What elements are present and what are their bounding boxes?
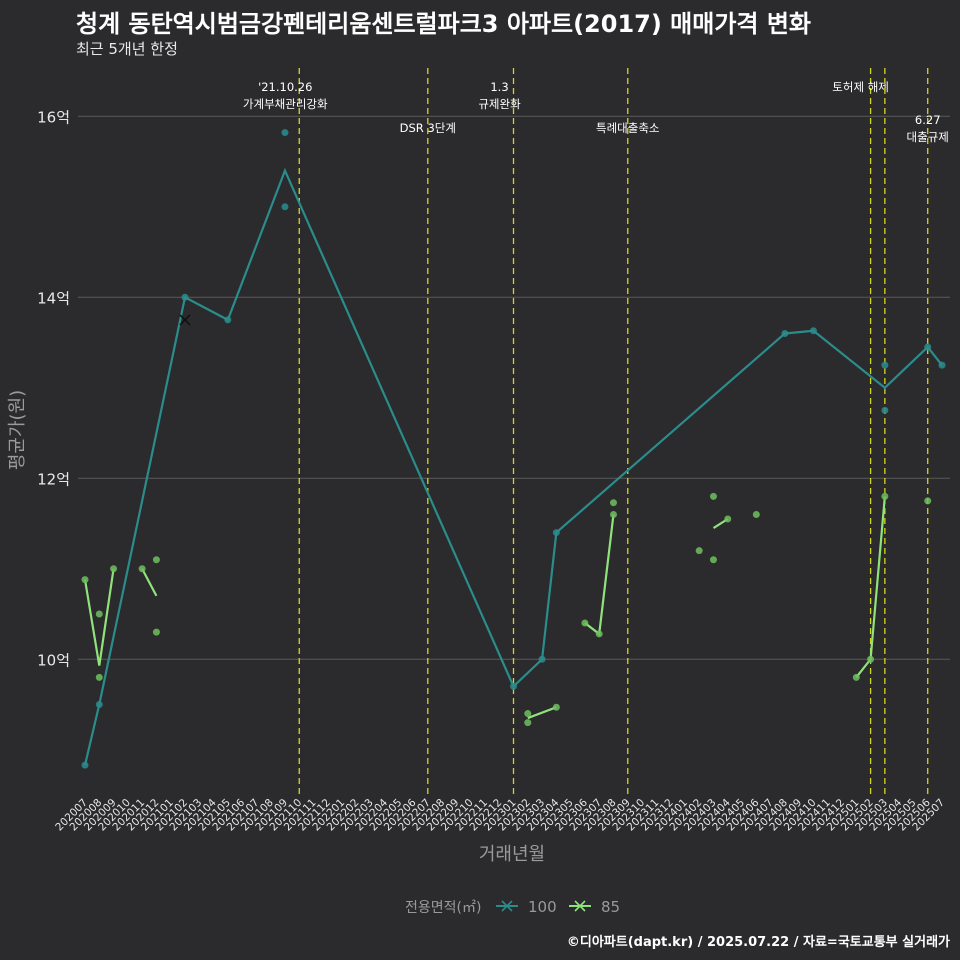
series-85-point — [867, 655, 875, 663]
series-85-point — [95, 673, 103, 681]
event-label: 특례대출축소 — [596, 121, 659, 135]
x-axis-title: 거래년월 — [479, 844, 545, 865]
cancelled-cross-b — [179, 314, 191, 326]
event-label: 6.27 — [915, 113, 941, 127]
series-85-point — [724, 515, 732, 523]
series-100-point — [538, 655, 546, 663]
series-85-line — [141, 568, 158, 597]
series-85-point — [138, 565, 146, 573]
series-100-point — [510, 682, 517, 690]
series-100-point — [881, 361, 889, 369]
legend-label: 85 — [601, 898, 620, 916]
y-tick-label: 12억 — [37, 470, 70, 488]
chart-title: 청계 동탄역시범금강펜테리움센트럴파크3 아파트(2017) 매매가격 변화 — [76, 10, 812, 38]
series-85-point — [924, 497, 932, 505]
series-85-line — [83, 568, 115, 666]
series-100-point — [81, 761, 89, 769]
y-tick-label: 16억 — [37, 108, 70, 126]
series-85-point — [581, 619, 589, 627]
series-100-point — [181, 293, 189, 301]
series-85-point — [552, 703, 560, 711]
chart-subtitle: 최근 5개년 한정 — [76, 40, 178, 58]
series-100-point — [924, 343, 932, 351]
series-85-point — [852, 673, 860, 681]
series-85-point — [524, 710, 532, 718]
event-label: DSR 3단계 — [400, 121, 456, 135]
y-tick-label: 14억 — [37, 289, 70, 307]
series-100-point — [281, 203, 289, 211]
event-label: 규제완화 — [478, 97, 521, 111]
legend-swatch-cross-b — [574, 900, 586, 912]
event-label: 대출규제 — [907, 130, 949, 144]
series-100-point — [281, 129, 289, 137]
event-label: '21.10.26 — [258, 80, 312, 94]
series-85-point — [152, 556, 160, 564]
legend-item-100: 100 — [496, 898, 557, 916]
cancelled-deal-marker — [179, 314, 191, 326]
legend-title: 전용면적(㎡) — [405, 900, 481, 916]
series-100-point — [881, 406, 889, 414]
series-85-point — [752, 510, 760, 518]
y-axis-title: 평균가(원) — [7, 390, 28, 470]
series-100-point — [224, 316, 232, 324]
event-label: 1.3 — [490, 80, 508, 94]
series-85-point — [595, 630, 603, 638]
y-tick-label: 10억 — [37, 651, 70, 669]
series-85-point — [609, 510, 617, 518]
series-100-point — [95, 701, 103, 709]
series-100-point — [781, 329, 789, 337]
series-85-point — [695, 547, 703, 555]
series-100-point — [938, 361, 946, 369]
series-85-point — [95, 610, 103, 618]
legend-item-85: 85 — [569, 898, 620, 916]
series-85-point — [609, 499, 617, 507]
legend-label: 100 — [528, 898, 557, 916]
series-85-point — [881, 492, 889, 500]
series-100-point — [552, 529, 560, 537]
series-85-point — [81, 576, 89, 584]
series-85-point — [152, 628, 160, 636]
series-85-point — [110, 565, 118, 573]
series-100-point — [809, 327, 817, 335]
event-label: 가계부채관리강화 — [243, 97, 328, 111]
series-85-line — [584, 514, 615, 636]
event-label: 토허제 해제 — [832, 80, 889, 94]
series-85-point — [709, 492, 717, 500]
series-85-point — [524, 719, 532, 727]
series-85-line — [527, 706, 557, 720]
legend-swatch-cross-b — [501, 900, 513, 912]
series-85-point — [709, 556, 717, 564]
source-caption: ©디아파트(dapt.kr) / 2025.07.22 / 자료=국토교통부 실… — [566, 935, 950, 950]
